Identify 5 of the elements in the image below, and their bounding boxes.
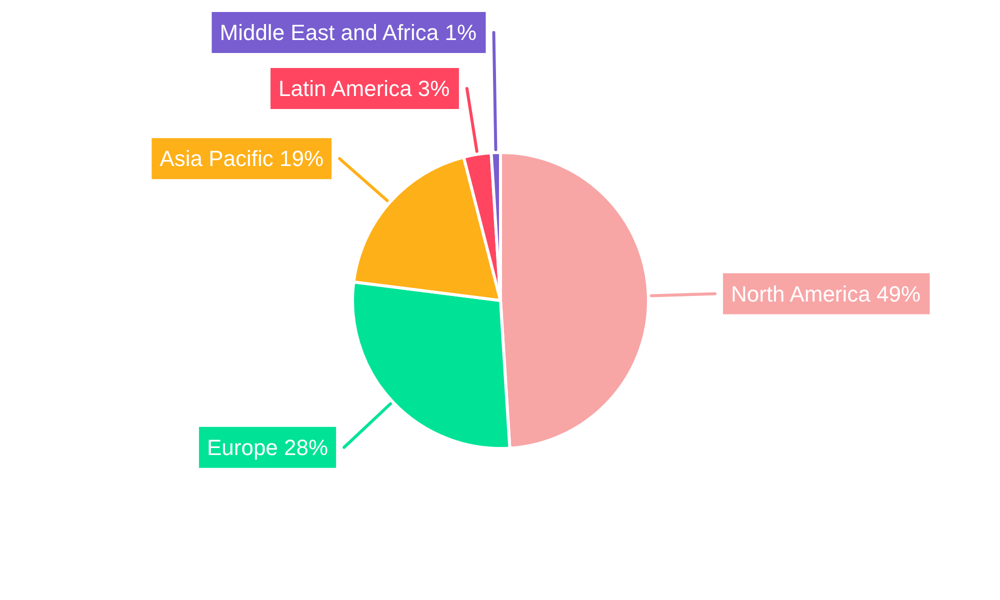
slice-label: Middle East and Africa 1% <box>220 20 477 46</box>
slice-label: Asia Pacific 19% <box>160 146 324 172</box>
slice-label: Latin America 3% <box>278 76 450 102</box>
slice-label: North America 49% <box>730 281 921 306</box>
slice-label: Europe 28% <box>206 434 328 460</box>
